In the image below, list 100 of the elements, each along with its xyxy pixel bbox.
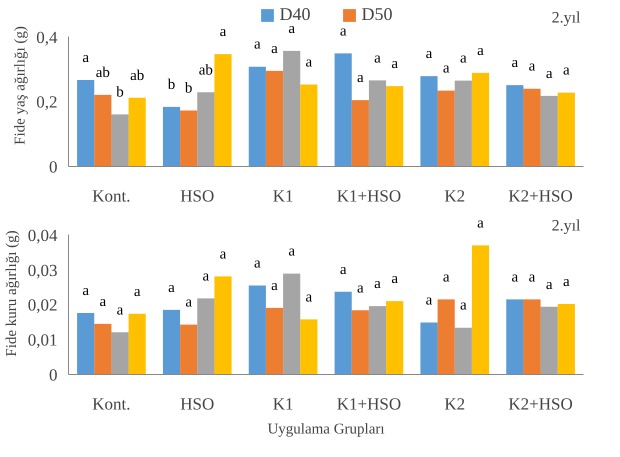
bar bbox=[94, 324, 112, 374]
bar bbox=[472, 245, 490, 374]
data-label: a bbox=[374, 50, 382, 66]
data-label: a bbox=[477, 42, 484, 59]
x-tick-label: K2+HSO bbox=[508, 186, 573, 206]
data-label: a bbox=[442, 60, 450, 77]
data-label: b bbox=[116, 84, 124, 100]
bar bbox=[352, 100, 369, 166]
bar bbox=[386, 301, 404, 374]
data-label: a bbox=[374, 276, 382, 292]
data-label: a bbox=[546, 66, 553, 82]
bar bbox=[180, 324, 198, 374]
legend-label: D50 bbox=[362, 4, 392, 25]
x-tick-label: Kont. bbox=[92, 186, 131, 206]
data-label: a bbox=[100, 294, 107, 310]
data-label: a bbox=[563, 274, 570, 290]
y-tick-label: 0 bbox=[49, 158, 58, 176]
bar bbox=[540, 96, 558, 166]
bar bbox=[214, 276, 232, 374]
data-label: a bbox=[220, 24, 227, 40]
bar bbox=[111, 114, 129, 166]
x-tick-label: HSO bbox=[180, 186, 214, 206]
bar bbox=[77, 313, 94, 374]
text: 2.yıl bbox=[552, 10, 582, 26]
annotation: 2.yıl bbox=[552, 218, 582, 234]
data-label: a bbox=[271, 40, 278, 57]
bar bbox=[420, 322, 438, 374]
data-label: a bbox=[357, 70, 364, 86]
bar bbox=[162, 106, 180, 166]
y-tick-label: 0,2 bbox=[36, 92, 58, 112]
data-label: a bbox=[82, 283, 90, 300]
y-tick-label: 0,03 bbox=[28, 260, 58, 280]
bar bbox=[454, 328, 472, 374]
y-axis-title: Fide kuru ağırlığı (g) bbox=[4, 230, 20, 357]
x-tick-label: K2 bbox=[444, 186, 466, 206]
y-tick-label: 0,4 bbox=[36, 28, 58, 47]
bar bbox=[197, 92, 214, 166]
data-label: a bbox=[512, 269, 519, 286]
bar bbox=[506, 299, 524, 374]
data-label: a bbox=[254, 255, 262, 272]
x-tick-label: K1+HSO bbox=[336, 186, 402, 206]
data-label: a bbox=[460, 50, 468, 67]
data-label: a bbox=[528, 269, 536, 286]
data-label: ab bbox=[96, 64, 110, 81]
data-label: a bbox=[82, 50, 90, 66]
bar bbox=[77, 80, 94, 166]
y-tick-label: 0,02 bbox=[28, 296, 58, 315]
data-label: a bbox=[340, 262, 347, 278]
x-tick-label: K2 bbox=[444, 394, 466, 414]
data-label: a bbox=[546, 276, 553, 293]
bar bbox=[368, 306, 386, 374]
data-label: a bbox=[288, 244, 296, 260]
x-tick-label: K1+HSO bbox=[336, 394, 402, 414]
data-label: a bbox=[512, 55, 519, 72]
data-label: ab bbox=[130, 68, 144, 84]
bar bbox=[352, 310, 369, 374]
data-label: a bbox=[134, 284, 141, 300]
y-tick-label: 0 bbox=[49, 366, 58, 384]
bar bbox=[283, 274, 300, 374]
x-tick-label: K2+HSO bbox=[508, 394, 573, 414]
bar bbox=[300, 319, 318, 374]
bar bbox=[300, 84, 318, 166]
bar bbox=[180, 110, 198, 166]
y-tick-label: 0,04 bbox=[28, 226, 58, 245]
bar bbox=[214, 54, 232, 166]
data-label: a bbox=[426, 46, 433, 62]
x-tick-label: K1 bbox=[272, 186, 294, 206]
y-axis-title: Fide yaş ağırlığı (g) bbox=[12, 26, 28, 145]
data-label: a bbox=[357, 280, 364, 296]
x-tick-label: Kont. bbox=[92, 394, 131, 414]
bar bbox=[523, 299, 541, 374]
data-label: a bbox=[306, 289, 313, 306]
bar bbox=[197, 298, 214, 374]
bar bbox=[111, 332, 129, 374]
data-label: b bbox=[168, 76, 176, 93]
bar bbox=[334, 292, 352, 374]
bar bbox=[248, 66, 266, 166]
x-tick-label: HSO bbox=[180, 394, 214, 414]
data-label: a bbox=[528, 58, 536, 75]
bar bbox=[94, 94, 112, 166]
data-label: a bbox=[426, 292, 433, 308]
bar bbox=[162, 310, 180, 374]
data-label: a bbox=[306, 54, 313, 71]
x-axis-title: Uygulama Grupları bbox=[267, 422, 385, 438]
data-label: a bbox=[391, 271, 398, 288]
y-tick-label: 0,01 bbox=[28, 330, 58, 350]
bar bbox=[438, 299, 455, 374]
data-label: ab bbox=[198, 62, 213, 78]
data-label: a bbox=[202, 268, 210, 284]
data-label: a bbox=[477, 215, 484, 232]
data-label: a bbox=[442, 269, 450, 286]
data-label: a bbox=[116, 302, 124, 318]
bar bbox=[558, 92, 575, 166]
data-label: a bbox=[563, 62, 570, 79]
bar bbox=[128, 314, 146, 374]
bar bbox=[472, 72, 490, 166]
bar bbox=[334, 53, 352, 166]
data-label: a bbox=[460, 298, 468, 314]
data-label: a bbox=[271, 278, 278, 294]
data-label: a bbox=[220, 246, 227, 262]
